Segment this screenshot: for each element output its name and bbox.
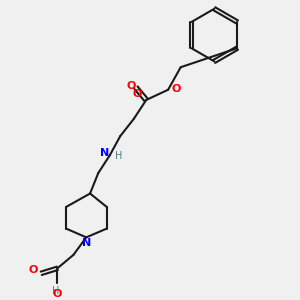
Text: O: O bbox=[172, 84, 181, 94]
Text: O: O bbox=[126, 81, 135, 91]
Text: O: O bbox=[133, 89, 142, 99]
Text: O: O bbox=[53, 290, 62, 299]
Text: O: O bbox=[29, 266, 38, 275]
Text: N: N bbox=[100, 148, 109, 158]
Text: H: H bbox=[52, 286, 60, 296]
Text: H: H bbox=[115, 152, 122, 161]
Text: N: N bbox=[82, 238, 91, 248]
